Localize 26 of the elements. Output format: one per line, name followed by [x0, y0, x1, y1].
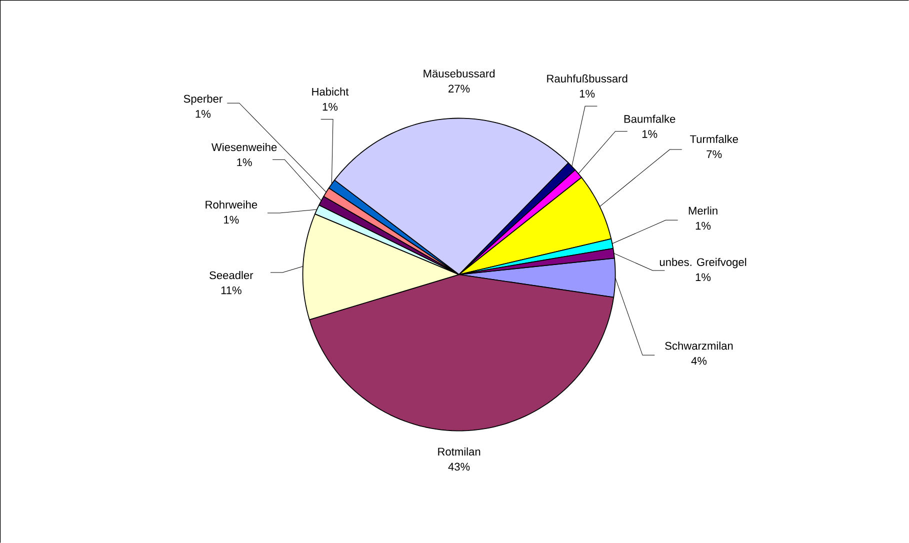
data-label: 7% [706, 150, 722, 158]
slice-label: Rotmilan [438, 447, 480, 456]
slice-label: Habicht [312, 88, 349, 96]
slice-label: Wiesenweihe [211, 142, 277, 152]
data-label: 1% [642, 130, 658, 138]
slice-label: Merlin [688, 206, 718, 215]
data-label: 1% [322, 102, 338, 111]
slice-label: Turmfalke [690, 134, 738, 144]
slice-label: Schwarzmilan [665, 342, 733, 350]
data-label: 27% [448, 84, 470, 93]
data-label: 1% [196, 110, 211, 118]
data-label: 43% [448, 462, 470, 471]
data-label: 1% [237, 158, 252, 166]
data-label: 1% [224, 216, 239, 224]
slice-label: Rohrweihe [206, 200, 258, 209]
slice-label: Mäusebussard [424, 69, 495, 78]
data-label: 4% [691, 357, 707, 365]
legend-label: Seeadler [210, 271, 254, 280]
data-label: 1% [580, 90, 595, 98]
slice-label: unbes. Greifvogel [660, 258, 746, 268]
slice-label: Rauhfußbussard [547, 74, 628, 83]
data-label: 11% [221, 286, 242, 294]
slice-label: Baumfalke [624, 114, 676, 123]
slice-label: Sperber [184, 94, 222, 105]
data-label: 1% [696, 222, 711, 230]
data-label: 1% [696, 273, 711, 282]
